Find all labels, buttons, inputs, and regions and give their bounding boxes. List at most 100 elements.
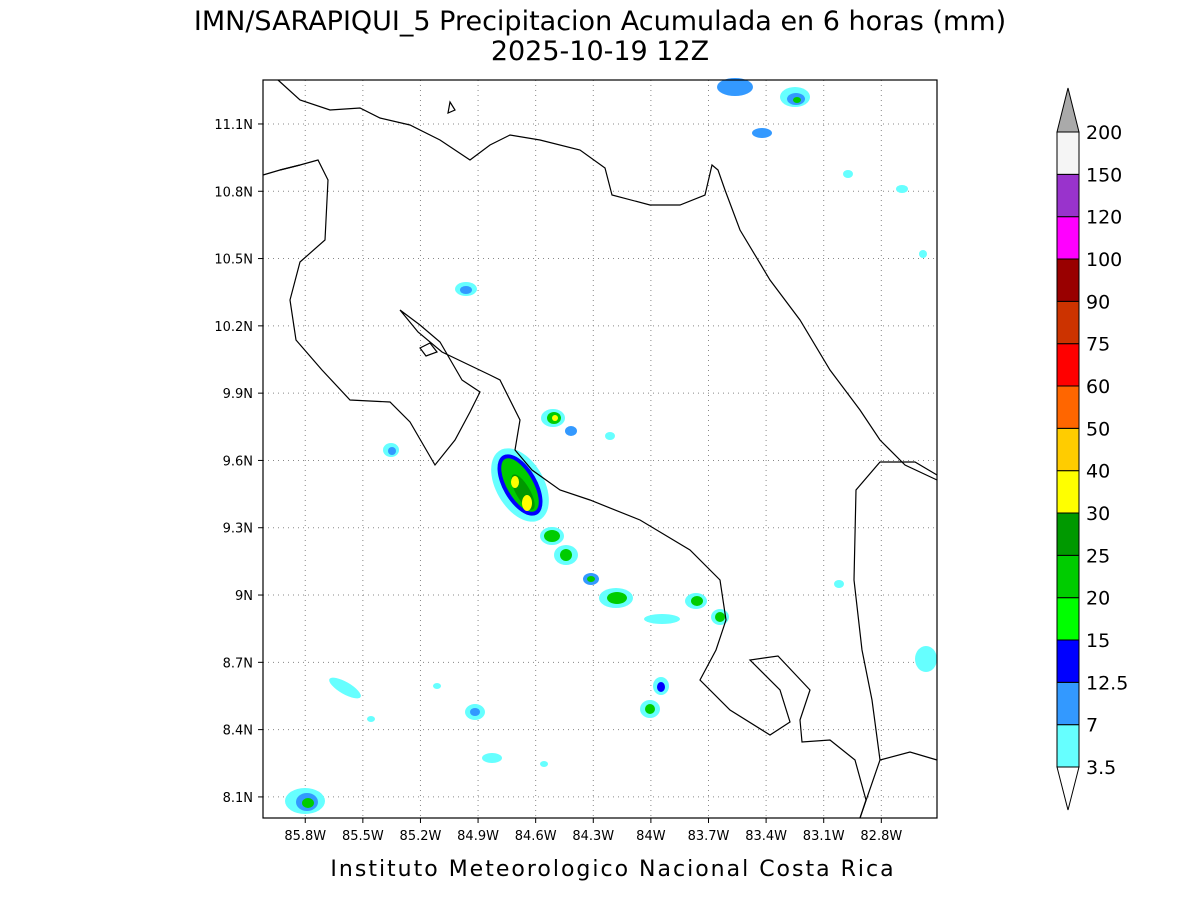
y-tick-label: 9.9N (223, 387, 253, 402)
coastline (262, 159, 867, 819)
colorbar-box (1056, 258, 1080, 302)
colorbar-label: 60 (1086, 376, 1110, 398)
colorbar-label: 3.5 (1086, 757, 1116, 779)
x-tick-label: 85.8W (284, 829, 326, 844)
x-tick-label: 83.1W (803, 829, 845, 844)
colorbar-label: 7 (1086, 715, 1098, 737)
precip-area (552, 415, 558, 421)
y-tick-label: 8.7N (223, 656, 253, 671)
precip-area (607, 592, 627, 604)
x-tick-label: 84W (636, 829, 666, 844)
precip-area (834, 580, 844, 588)
precip-area (793, 97, 801, 103)
x-tick-label: 82.8W (860, 829, 902, 844)
precip-area (717, 78, 753, 96)
island (447, 100, 456, 114)
precip-area (560, 549, 572, 561)
y-tick-label: 9.6N (223, 454, 253, 469)
y-tick-label: 9.3N (223, 522, 253, 537)
colorbar-label: 40 (1086, 461, 1110, 483)
precip-area (540, 761, 548, 767)
precipitation (285, 78, 937, 814)
precip-area (919, 250, 927, 258)
colorbar-label: 25 (1086, 545, 1110, 567)
x-tick-label: 83.4W (745, 829, 787, 844)
precip-area (715, 612, 725, 622)
precip-area (843, 170, 853, 178)
y-tick-label: 9N (235, 589, 253, 604)
colorbar-box (1056, 343, 1080, 387)
x-tick-label: 85.2W (400, 829, 442, 844)
precip-area (367, 716, 375, 722)
precip-area (645, 704, 655, 714)
y-tick-label: 10.8N (214, 185, 253, 200)
precip-area (691, 596, 703, 606)
precip-area (544, 530, 560, 542)
colorbar: 3.5 7 12.5 15 20 25 30 40 50 60 75 90 100 120 150 200 (1056, 87, 1128, 811)
precip-area (329, 677, 361, 699)
precip-area (605, 432, 615, 440)
island (419, 342, 438, 357)
colorbar-box (1056, 427, 1080, 472)
precip-area (302, 798, 314, 808)
y-tick-label: 10.5N (214, 253, 253, 268)
coastline (879, 751, 938, 761)
precip-area (896, 185, 908, 193)
precip-area (644, 614, 680, 624)
colorbar-label: 90 (1086, 291, 1110, 313)
plot-frame (262, 79, 938, 819)
title: IMN/SARAPIQUI_5 Precipitacion Acumulada … (194, 6, 1006, 37)
x-tick-label: 83.7W (688, 829, 730, 844)
precip-area (388, 447, 396, 455)
colorbar-box (1056, 131, 1080, 175)
colorbar-label: 20 (1086, 588, 1110, 610)
precip-area (915, 646, 937, 672)
colorbar-box (1056, 724, 1080, 768)
coastlines (262, 79, 938, 819)
colorbar-box (1056, 554, 1080, 599)
x-tick-label: 84.6W (515, 829, 557, 844)
colorbar-box (1056, 512, 1080, 556)
colorbar-label: 75 (1086, 334, 1110, 356)
colorbar-label: 200 (1086, 122, 1122, 144)
colorbar-box (1056, 173, 1080, 218)
colorbar-box (1056, 300, 1080, 345)
footer: Instituto Meteorologico Nacional Costa R… (330, 857, 895, 882)
subtitle: 2025-10-19 12Z (491, 36, 709, 67)
y-tick-label: 8.1N (223, 791, 253, 806)
colorbar-box (1056, 681, 1080, 726)
colorbar-label: 15 (1086, 630, 1110, 652)
colorbar-label: 12.5 (1086, 672, 1128, 694)
precip-area (470, 708, 480, 716)
precip-area (460, 286, 472, 294)
border (853, 461, 938, 819)
colorbar-label: 50 (1086, 418, 1110, 440)
colorbar-box (1056, 639, 1080, 683)
y-tick-label: 11.1N (214, 118, 253, 133)
precip-area (433, 683, 441, 689)
border (279, 164, 301, 171)
precip-area (752, 128, 772, 138)
precip-area (657, 682, 665, 692)
colorbar-label: 150 (1086, 164, 1122, 186)
x-tick-label: 85.5W (342, 829, 384, 844)
colorbar-label: 30 (1086, 503, 1110, 525)
colorbar-box (1056, 216, 1080, 260)
x-tick-label: 84.9W (457, 829, 499, 844)
coastline (277, 79, 938, 481)
x-tick-label: 84.3W (572, 829, 614, 844)
precip-area (511, 476, 519, 488)
precip-area (522, 495, 532, 511)
colorbar-box (1056, 385, 1080, 429)
colorbar-label: 120 (1086, 207, 1122, 229)
y-tick-label: 8.4N (223, 724, 253, 739)
colorbar-box (1056, 470, 1080, 514)
colorbar-label: 100 (1086, 249, 1122, 271)
precip-area (565, 426, 577, 436)
axes: 85.8W 85.5W 85.2W 84.9W 84.6W 84.3W 84W 83.7W 83… (214, 118, 902, 844)
precip-area (482, 753, 502, 763)
colorbar-box (1056, 597, 1080, 641)
grid (263, 80, 937, 818)
